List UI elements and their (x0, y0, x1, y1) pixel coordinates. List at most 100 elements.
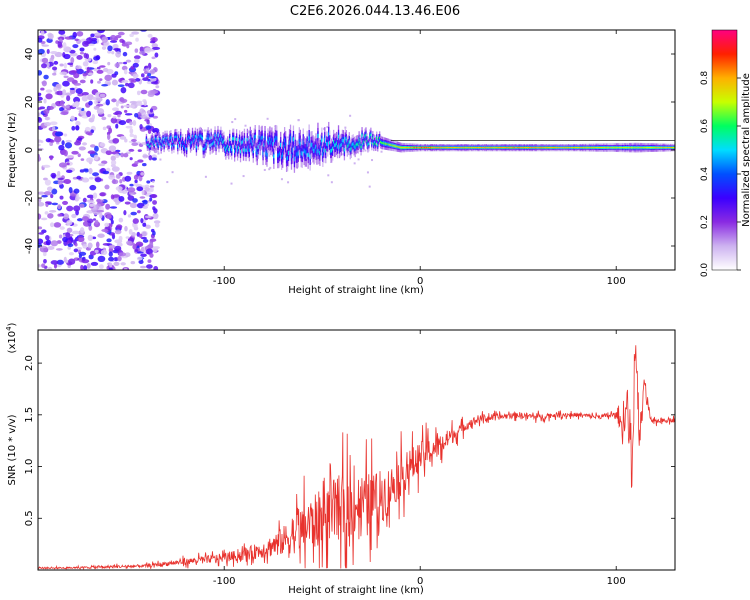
heatmap-cell (362, 142, 364, 146)
heatmap-cell (567, 147, 569, 149)
heatmap-cell (96, 103, 104, 107)
heatmap-cell (284, 142, 287, 147)
heatmap-cell (304, 150, 306, 155)
heatmap-cell (76, 55, 83, 60)
heatmap-cell (87, 234, 94, 241)
heatmap-cell (132, 218, 139, 224)
heatmap-cell (182, 140, 184, 144)
heatmap-cell (397, 146, 399, 148)
heatmap-cell (512, 147, 514, 149)
heatmap-cell (94, 99, 98, 105)
heatmap-cell (573, 147, 575, 149)
heatmap-cell (531, 147, 534, 149)
heatmap-cell (654, 146, 656, 149)
heatmap-cell (562, 147, 564, 149)
heatmap-cell (95, 241, 100, 248)
heatmap-cell (132, 62, 139, 68)
heatmap-cell (353, 144, 355, 148)
heatmap-cell (395, 145, 397, 148)
heatmap-cell (324, 137, 326, 142)
heatmap-cell (427, 147, 429, 149)
heatmap-cell (610, 146, 612, 149)
heatmap-cell (440, 147, 443, 149)
heatmap-cell (42, 164, 51, 168)
heatmap-cell (66, 219, 73, 226)
heatmap-cell (479, 147, 482, 149)
heatmap-cell (129, 202, 138, 209)
heatmap-cell (231, 148, 233, 152)
heatmap-cell (73, 188, 80, 194)
heatmap-cell (318, 149, 320, 154)
heatmap-cell (150, 89, 158, 94)
heatmap-cell (118, 252, 127, 257)
heatmap-cell (375, 143, 377, 146)
heatmap-cell (97, 80, 101, 84)
heatmap-cell (500, 147, 502, 149)
heatmap-cell (666, 147, 668, 149)
heatmap-cell (217, 133, 219, 137)
heatmap-cell (523, 147, 525, 149)
heatmap-cell (221, 138, 223, 141)
heatmap-cell (107, 45, 113, 52)
heatmap-cell (112, 43, 119, 50)
heatmap-cell (438, 147, 441, 149)
heatmap-cell (137, 149, 142, 152)
heatmap-cell (286, 155, 289, 160)
heatmap-cell (117, 61, 124, 65)
heatmap-cell (307, 152, 309, 157)
heatmap-cell (664, 147, 666, 149)
heatmap-cell (533, 147, 536, 149)
heatmap-cell (83, 265, 88, 270)
heatmap-cell (135, 37, 139, 42)
heatmap-cell (300, 150, 302, 156)
heatmap-cell (465, 147, 467, 149)
heatmap-cell (107, 50, 112, 54)
heatmap-cell (461, 147, 463, 149)
heatmap-cell (102, 170, 110, 175)
heatmap-cell (147, 143, 150, 146)
heatmap-cell (63, 150, 68, 157)
heatmap-cell (409, 146, 411, 149)
heatmap-cell (38, 213, 42, 220)
heatmap-cell (152, 180, 155, 183)
heatmap-cell (106, 214, 112, 219)
heatmap-cell (521, 147, 523, 149)
heatmap-cell (308, 136, 310, 141)
heatmap-cell (50, 240, 59, 247)
heatmap-cell (134, 179, 138, 184)
heatmap-cell (344, 126, 347, 129)
heatmap-cell (290, 153, 293, 159)
heatmap-cell (151, 157, 157, 161)
heatmap-cell (76, 31, 84, 37)
heatmap-cell (157, 152, 160, 155)
heatmap-cell (381, 141, 383, 144)
heatmap-cell (344, 137, 347, 141)
heatmap-cell (486, 147, 489, 149)
heatmap-cell (52, 72, 57, 76)
heatmap-cell (553, 147, 555, 149)
heatmap-cell (149, 253, 154, 258)
heatmap-cell (124, 82, 129, 87)
heatmap-cell (58, 30, 66, 35)
heatmap-cell (41, 63, 47, 69)
heatmap-cell (651, 146, 653, 149)
heatmap-cell (650, 146, 652, 149)
heatmap-cell (78, 203, 85, 208)
heatmap-cell (88, 254, 94, 260)
heatmap-cell (93, 67, 98, 72)
heatmap-cell (148, 145, 151, 148)
heatmap-cell (350, 146, 352, 150)
heatmap-cell (497, 147, 499, 149)
heatmap-cell (672, 147, 674, 149)
heatmap-cell (111, 79, 118, 86)
heatmap-cell (598, 146, 600, 149)
heatmap-cell (331, 148, 333, 153)
heatmap-cell (62, 236, 68, 243)
heatmap-cell (382, 142, 385, 145)
heatmap-cell (399, 146, 401, 149)
heatmap-cell (93, 56, 100, 61)
heatmap-cell (328, 132, 330, 137)
heatmap-cell (339, 143, 342, 148)
heatmap-cell (112, 107, 119, 112)
